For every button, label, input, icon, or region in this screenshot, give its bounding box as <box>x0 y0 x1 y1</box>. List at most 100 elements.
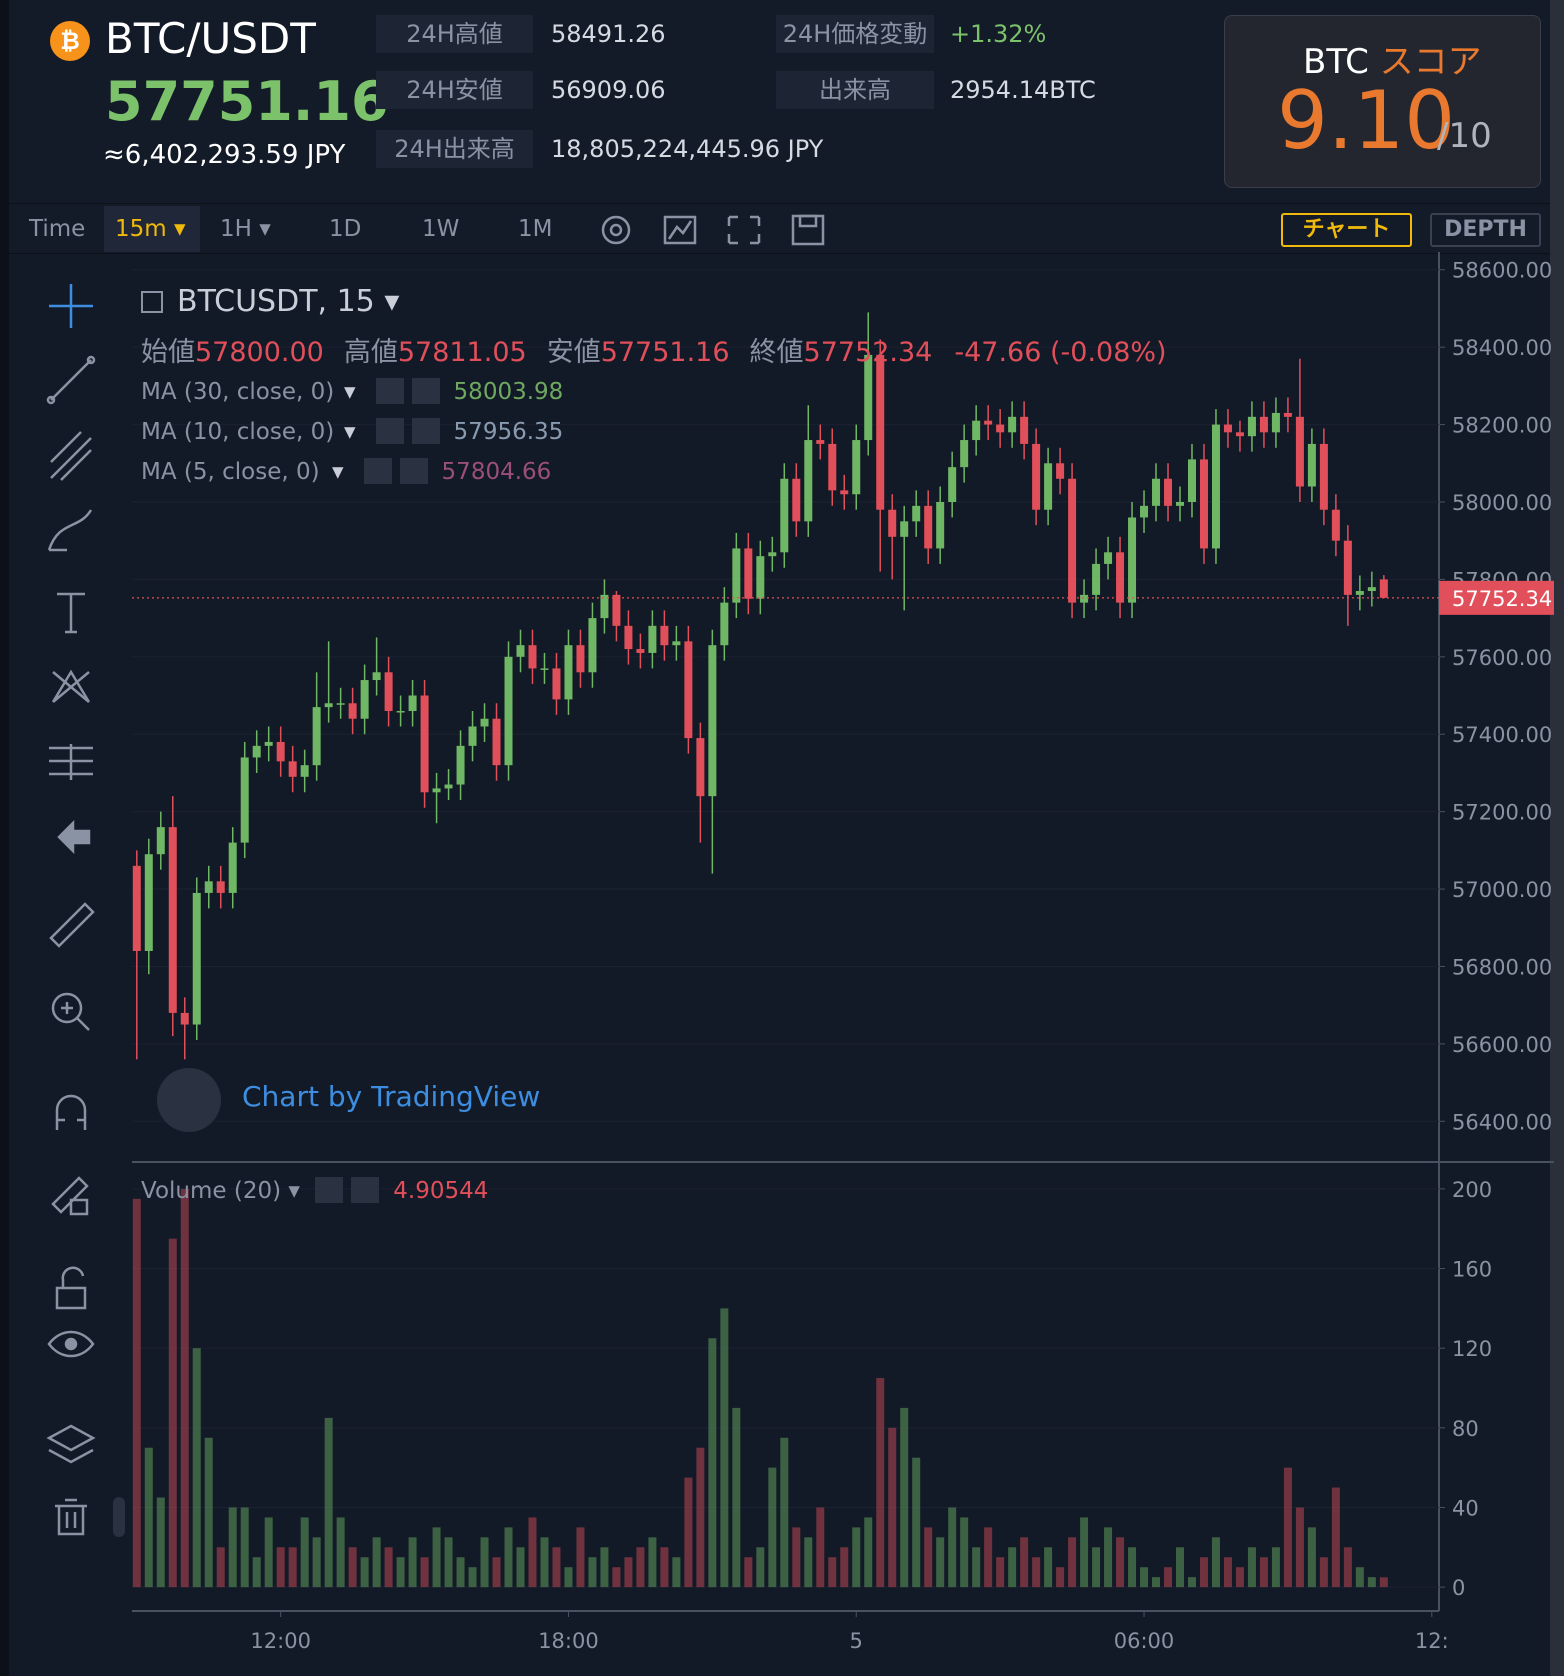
ohlc-value: 57752.34 <box>803 337 933 368</box>
volume-bar <box>1379 1577 1388 1588</box>
volume-bar <box>1116 1537 1125 1588</box>
candle-body <box>1271 412 1280 433</box>
y-tick-label: 57200.00 <box>1452 801 1552 825</box>
volume-bar <box>600 1547 609 1588</box>
y-tick-label: 56800.00 <box>1452 955 1552 979</box>
volume-bar <box>372 1537 381 1588</box>
volume-bar <box>768 1467 777 1588</box>
watermark[interactable]: Chart by TradingView <box>242 1080 541 1113</box>
candle-body <box>168 827 177 1013</box>
volume-bar <box>1271 1547 1280 1588</box>
candle-body <box>396 711 405 713</box>
volume-bar <box>348 1547 357 1588</box>
stat-label: 24H価格変動 <box>776 15 934 53</box>
candle-body <box>300 765 309 777</box>
volume-bar <box>1343 1547 1352 1588</box>
candle-body <box>480 718 489 727</box>
symbol: BTCUSDT, 15 ▾ <box>141 284 399 319</box>
ohlc-value: 57751.16 <box>600 337 730 368</box>
indicator-arrow: ▾ <box>332 459 344 485</box>
ohlc-label: 始値 <box>141 337 195 368</box>
candle-body <box>384 672 393 711</box>
candle-body <box>1032 443 1041 510</box>
volume-bar <box>972 1547 981 1588</box>
symbol-label: BTCUSDT, 15 <box>177 284 375 319</box>
candle-body <box>264 741 273 746</box>
interval[interactable]: 1H ▾ <box>220 216 271 242</box>
time-label: Time <box>29 216 86 242</box>
x-tick-label: 06:00 <box>1114 1629 1175 1653</box>
volume-bar <box>1056 1567 1065 1588</box>
candle-body <box>444 784 453 789</box>
candle-body <box>576 645 585 673</box>
interval[interactable]: 1W <box>422 216 460 242</box>
candle-body <box>720 602 729 646</box>
candle-body <box>1140 505 1149 518</box>
volume-bar <box>1104 1527 1113 1588</box>
candle-body <box>1283 412 1292 417</box>
candle-body <box>984 420 993 425</box>
volume-bar <box>672 1557 681 1588</box>
indicator-value: 57956.35 <box>453 419 564 445</box>
indicator-close <box>399 458 428 484</box>
candle-body <box>684 641 693 739</box>
volume-bar <box>264 1517 273 1588</box>
candle-body <box>936 501 945 549</box>
candle-body <box>1068 478 1077 603</box>
indicator-row: MA (5, close, 0) ▾ 57804.66 <box>141 452 563 492</box>
candle-body <box>504 656 513 766</box>
volume-bar <box>564 1567 573 1588</box>
volume-bar <box>168 1238 177 1588</box>
volume-bar <box>1187 1577 1196 1588</box>
x-tick-label: 18:00 <box>538 1629 599 1653</box>
candle-body <box>996 424 1005 433</box>
y-tick-label: 57400.00 <box>1452 723 1552 747</box>
volume-bar <box>624 1557 633 1588</box>
candle-body <box>1319 443 1328 510</box>
volume-bar <box>780 1437 789 1588</box>
interval[interactable]: 1D <box>329 216 362 242</box>
candle-body <box>1152 478 1161 506</box>
volume-bar <box>504 1527 513 1588</box>
candle-body <box>948 467 957 502</box>
candle-body <box>312 707 321 766</box>
volume-bar <box>1020 1537 1029 1588</box>
ohlc-value: 57811.05 <box>397 337 527 368</box>
stat-value: +1.32% <box>950 20 1047 48</box>
volume-bar <box>468 1567 477 1588</box>
candle-body <box>468 726 477 746</box>
volume-bar <box>1331 1487 1340 1588</box>
volume-bar <box>996 1557 1005 1588</box>
indicator-value: 57804.66 <box>441 459 552 485</box>
score-value: 9.10 <box>1277 74 1456 167</box>
volume-bar <box>300 1517 309 1588</box>
candle-body <box>228 842 237 893</box>
score-coin: BTC <box>1303 42 1369 82</box>
candle-body <box>600 594 609 619</box>
candle-body <box>1044 463 1053 510</box>
candle-body <box>804 440 813 522</box>
candle-body <box>780 478 789 553</box>
interval[interactable]: 1M <box>518 216 553 242</box>
ohlc-legend: 始値57800.00 高値57811.05 安値57751.16 終値57752.34… <box>141 330 1167 369</box>
stat-label: 24H出来高 <box>376 130 533 168</box>
depth-tab[interactable]: DEPTH <box>1430 213 1541 247</box>
candle-body <box>156 827 165 855</box>
candle-body <box>1247 416 1256 437</box>
toolbar-icons[interactable] <box>597 212 827 248</box>
indicator-settings <box>363 458 392 484</box>
volume-bar <box>1367 1577 1376 1588</box>
chart-tab[interactable]: チャート <box>1281 213 1412 247</box>
volume-bar <box>360 1557 369 1588</box>
volume-bar <box>684 1477 693 1588</box>
candle-body <box>816 440 825 444</box>
candle-body <box>192 892 201 1025</box>
volume-bar <box>912 1457 921 1588</box>
drawing-tools[interactable] <box>9 254 129 1654</box>
volume-bar <box>1128 1547 1137 1588</box>
volume-bar <box>192 1348 201 1588</box>
y-tick-label: 58400.00 <box>1452 336 1552 360</box>
interval[interactable]: 15m ▾ <box>104 206 200 252</box>
volume-bar <box>396 1557 405 1588</box>
